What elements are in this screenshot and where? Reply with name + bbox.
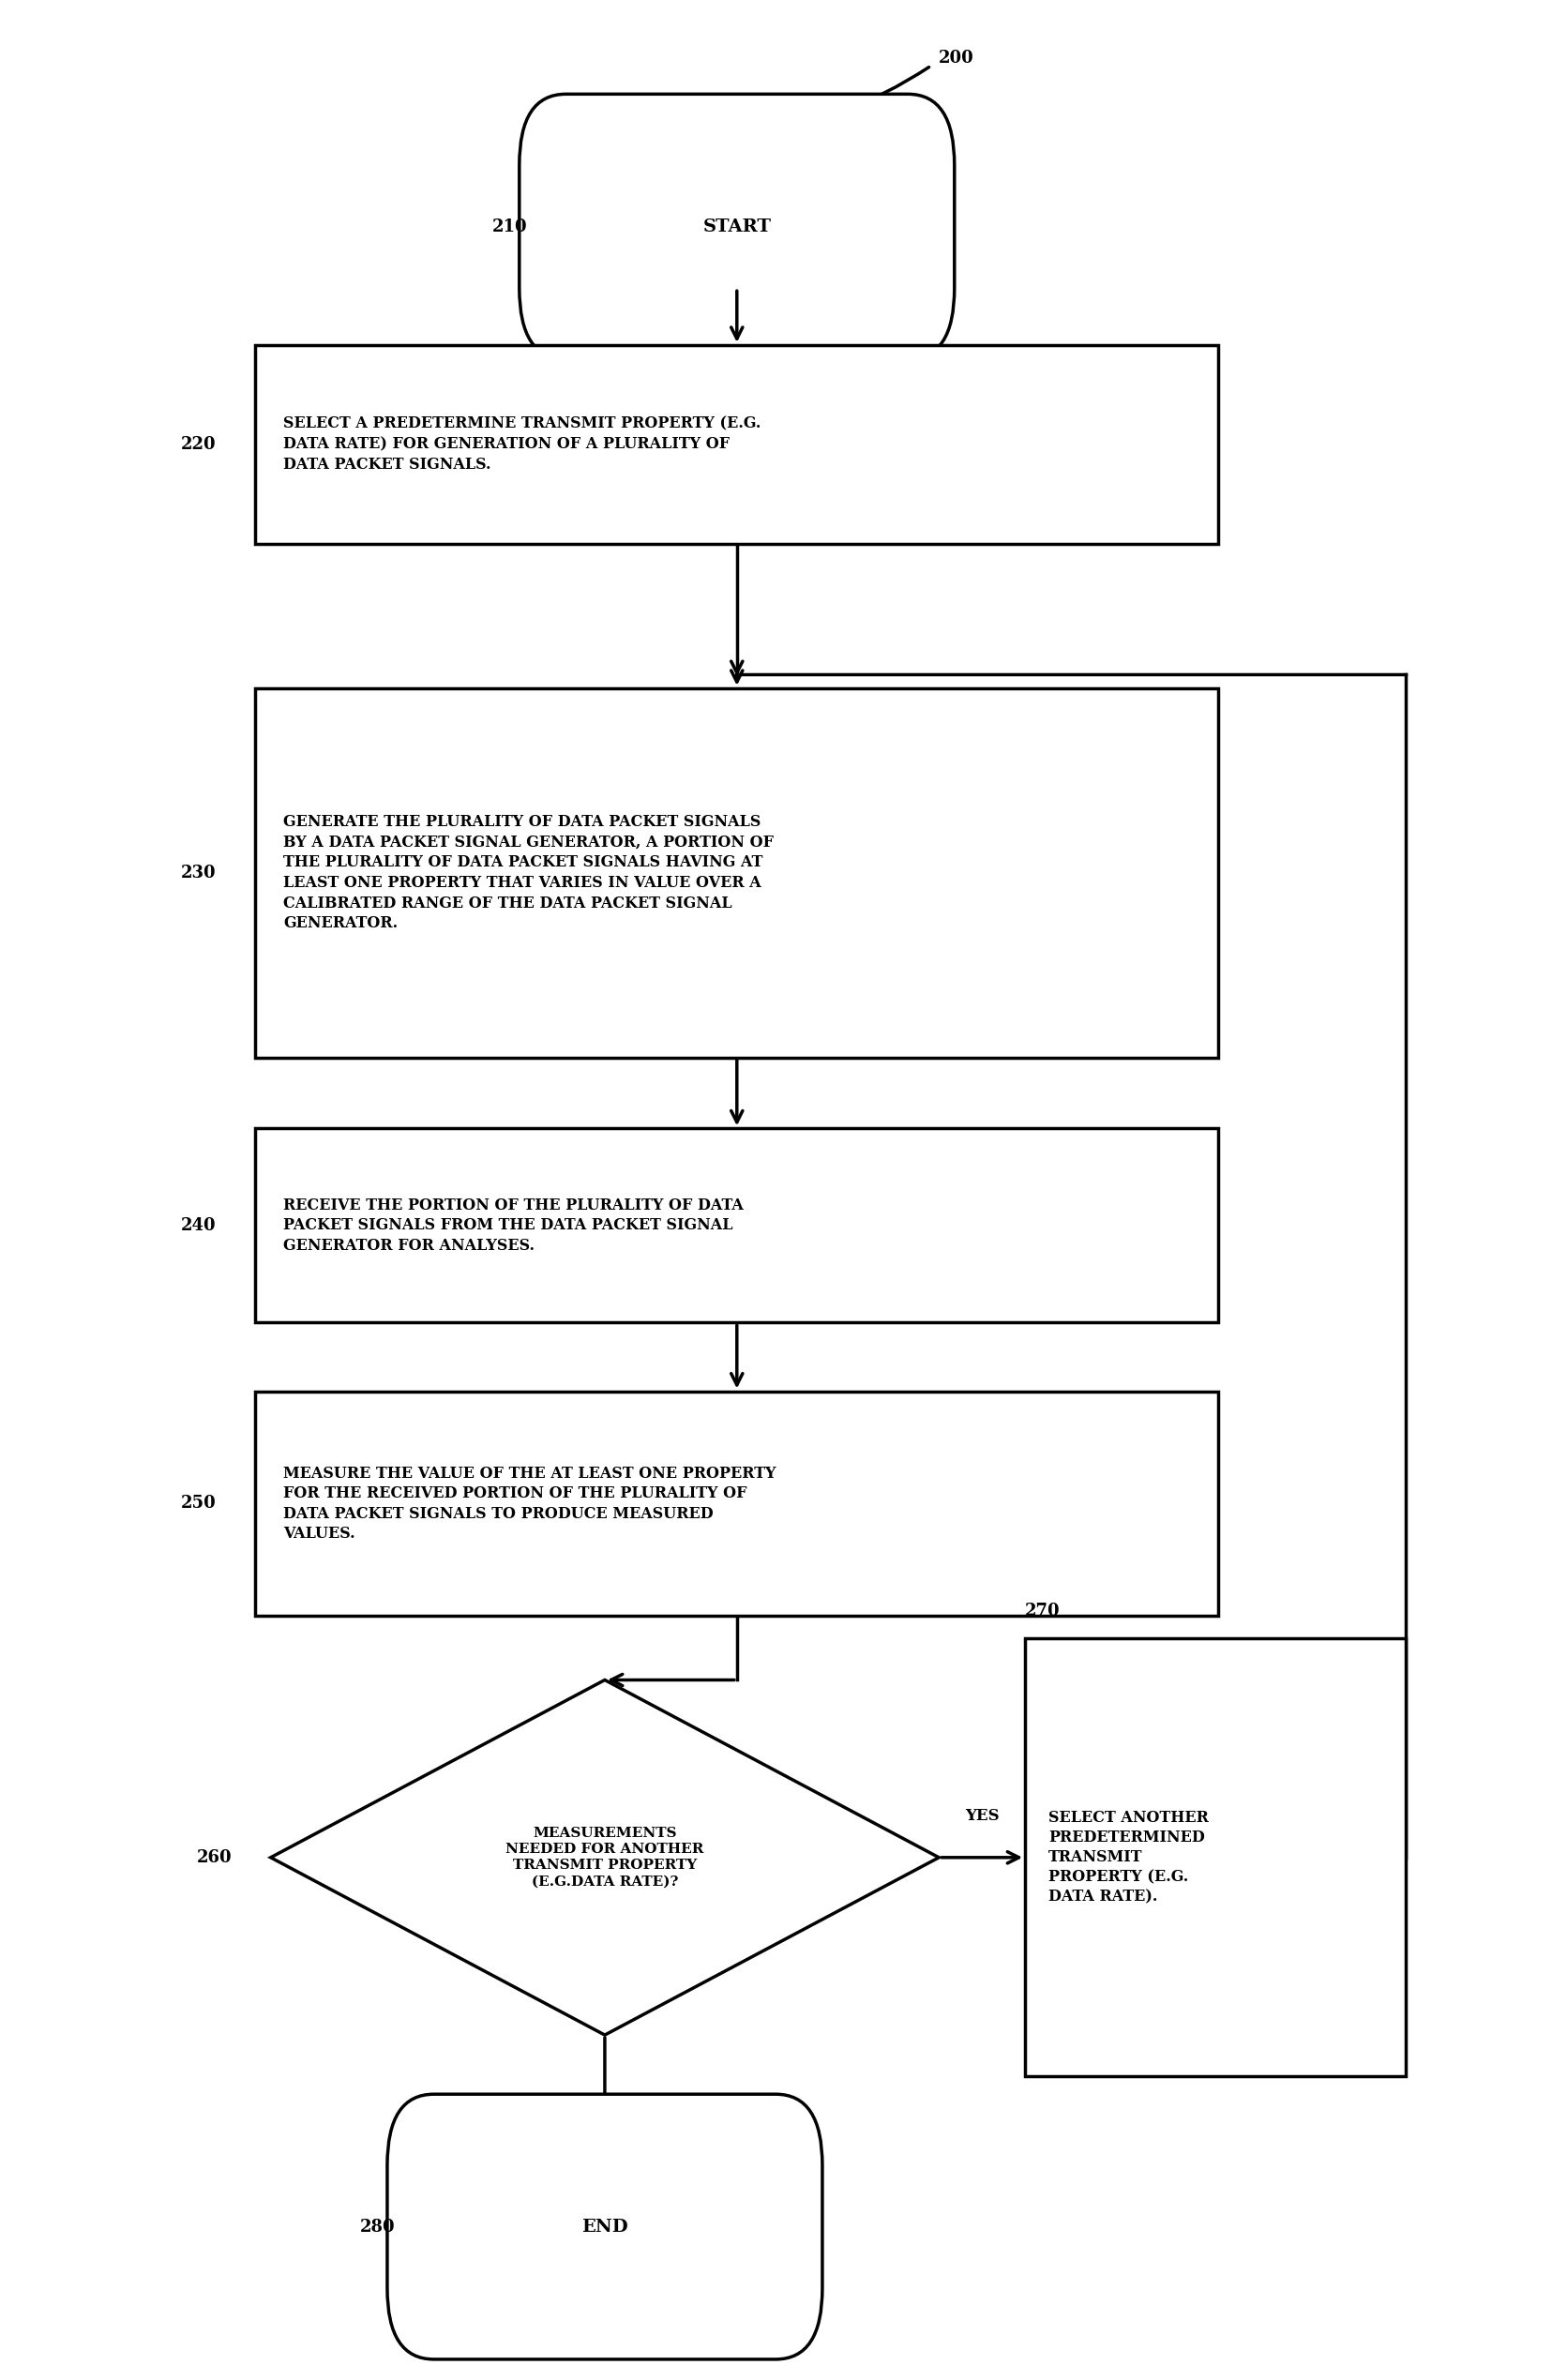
Text: 200: 200: [939, 50, 975, 67]
Text: SELECT A PREDETERMINE TRANSMIT PROPERTY (E.G.
DATA RATE) FOR GENERATION OF A PLU: SELECT A PREDETERMINE TRANSMIT PROPERTY …: [284, 416, 762, 474]
Text: 240: 240: [182, 1216, 216, 1233]
Text: RECEIVE THE PORTION OF THE PLURALITY OF DATA
PACKET SIGNALS FROM THE DATA PACKET: RECEIVE THE PORTION OF THE PLURALITY OF …: [284, 1197, 743, 1254]
Text: 260: 260: [196, 1849, 232, 1866]
FancyBboxPatch shape: [387, 2094, 823, 2359]
FancyBboxPatch shape: [255, 1128, 1219, 1323]
Polygon shape: [271, 1680, 939, 2035]
Text: START: START: [702, 219, 771, 236]
Text: 220: 220: [182, 436, 216, 452]
Text: END: END: [581, 2218, 628, 2235]
FancyBboxPatch shape: [1025, 1637, 1406, 2075]
Text: MEASUREMENTS
NEEDED FOR ANOTHER
TRANSMIT PROPERTY
(E.G.DATA RATE)?: MEASUREMENTS NEEDED FOR ANOTHER TRANSMIT…: [506, 1825, 704, 1887]
Text: MEASURE THE VALUE OF THE AT LEAST ONE PROPERTY
FOR THE RECEIVED PORTION OF THE P: MEASURE THE VALUE OF THE AT LEAST ONE PR…: [284, 1466, 776, 1542]
Text: 210: 210: [492, 219, 527, 236]
FancyBboxPatch shape: [255, 688, 1219, 1057]
FancyBboxPatch shape: [255, 1392, 1219, 1616]
FancyBboxPatch shape: [519, 95, 954, 359]
Text: SELECT ANOTHER
PREDETERMINED
TRANSMIT
PROPERTY (E.G.
DATA RATE).: SELECT ANOTHER PREDETERMINED TRANSMIT PR…: [1048, 1811, 1208, 1904]
Text: NO: NO: [633, 2092, 661, 2109]
FancyBboxPatch shape: [255, 345, 1219, 543]
Text: 230: 230: [182, 864, 216, 881]
Text: 250: 250: [180, 1495, 216, 1511]
Text: YES: YES: [965, 1809, 1000, 1825]
Text: 270: 270: [1025, 1602, 1061, 1621]
Text: 280: 280: [360, 2218, 395, 2235]
Text: GENERATE THE PLURALITY OF DATA PACKET SIGNALS
BY A DATA PACKET SIGNAL GENERATOR,: GENERATE THE PLURALITY OF DATA PACKET SI…: [284, 814, 774, 931]
